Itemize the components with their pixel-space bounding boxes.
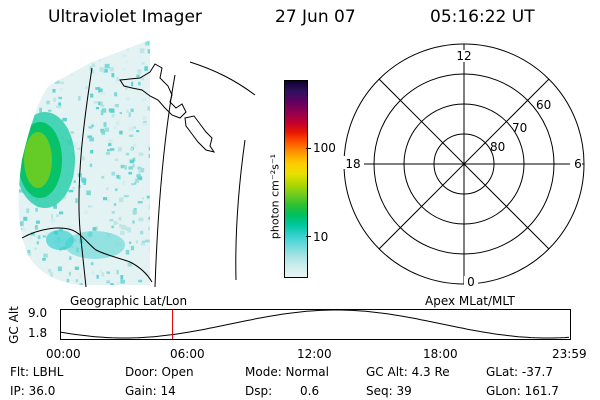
filter-info: Flt: LBHL — [10, 365, 64, 379]
colorbar — [284, 80, 308, 278]
mode-info: Mode: Normal — [245, 365, 329, 379]
timeline-frame — [60, 309, 571, 340]
timeline-xtick-3: 18:00 — [423, 347, 458, 361]
time-label: 05:16:22 UT — [430, 7, 535, 27]
door-info: Door: Open — [125, 365, 194, 379]
instrument-title: Ultraviolet Imager — [48, 7, 202, 27]
mlt-label-top: 12 — [456, 49, 471, 63]
gc-alt-info: GC Alt: 4.3 Re — [366, 365, 450, 379]
timeline-xtick-4: 23:59 — [552, 347, 587, 361]
geographic-caption: Geographic Lat/Lon — [70, 294, 188, 308]
latitude-line — [189, 61, 256, 96]
colorbar-tick-mark — [306, 236, 311, 237]
meridian-line — [78, 67, 93, 288]
timeline-ytick-high: 9.0 — [28, 306, 48, 320]
mlt-label-right: 6 — [574, 157, 582, 171]
aurora-image — [18, 40, 150, 285]
mlt-label-bottom: 0 — [467, 275, 475, 289]
coastline — [184, 115, 216, 153]
glat-info: GLat: -37.7 — [486, 365, 553, 379]
colorbar-tick-mark — [306, 148, 311, 149]
mlat-label-70: 70 — [512, 121, 527, 135]
timeline-ytick-low: 1.8 — [28, 326, 48, 340]
ip-info: IP: 36.0 — [10, 384, 56, 398]
glon-info: GLon: 161.7 — [486, 384, 559, 398]
timeline-ylabel: GC Alt — [7, 306, 21, 344]
polar-plot: 12 0 18 6 60 70 80 — [342, 43, 585, 289]
timeline-plot — [60, 309, 571, 340]
dsp-value: 0.6 — [300, 384, 320, 398]
timeline-xtick-0: 00:00 — [46, 347, 81, 361]
coastline — [119, 63, 187, 119]
apex-caption: Apex MLat/MLT — [425, 294, 515, 308]
seq-info: Seq: 39 — [366, 384, 412, 398]
colorbar-tick-10: 10 — [313, 230, 329, 244]
timeline-xtick-2: 12:00 — [297, 347, 332, 361]
timeline-xtick-1: 06:00 — [170, 347, 205, 361]
geographic-map — [18, 40, 256, 288]
meridian-line — [154, 74, 176, 288]
dsp-label: Dsp: — [245, 384, 273, 398]
coastline — [21, 227, 153, 283]
altitude-curve — [60, 309, 570, 339]
date-label: 27 Jun 07 — [275, 7, 356, 27]
colorbar-unit-label: photon cm⁻²s⁻¹ — [268, 153, 282, 240]
mlat-label-60: 60 — [536, 98, 551, 112]
colorbar-tick-100: 100 — [313, 141, 336, 155]
meridian-line — [235, 139, 246, 281]
gain-info: Gain: 14 — [125, 384, 176, 398]
polar-axis-diagonal — [378, 78, 550, 250]
mlat-label-80: 80 — [490, 140, 505, 154]
mlt-label-left: 18 — [345, 157, 360, 171]
